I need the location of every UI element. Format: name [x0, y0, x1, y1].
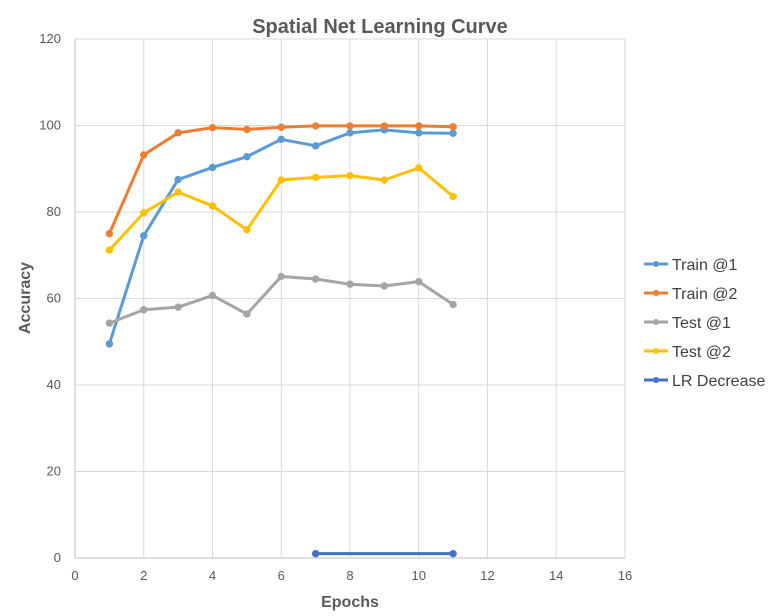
- x-tick-label: 0: [71, 568, 78, 583]
- data-point-train-1: [277, 135, 285, 144]
- data-point-train-1: [346, 129, 354, 137]
- x-tick-label: 16: [618, 568, 632, 583]
- legend-label: Test @1: [672, 315, 731, 332]
- legend-swatch-marker: [653, 261, 659, 267]
- data-point-lr-decrease: [311, 549, 320, 558]
- data-point-train-2: [277, 123, 285, 131]
- data-point-train-2: [105, 229, 114, 238]
- data-point-test-2: [243, 226, 251, 234]
- series-lr-decrease: [311, 549, 457, 558]
- legend: Train @1 Train @2 Test @1 Test @2 LR Decreas…: [644, 257, 765, 390]
- chart-title: Spatial Net Learning Curve: [252, 16, 508, 38]
- data-point-train-2: [243, 125, 251, 134]
- data-point-test-2: [208, 202, 217, 210]
- y-tick-label: 40: [47, 377, 61, 392]
- data-point-train-2: [415, 122, 423, 130]
- data-point-train-1: [311, 142, 320, 150]
- legend-swatch-marker: [653, 290, 659, 296]
- data-point-train-1: [140, 232, 148, 240]
- data-point-train-2: [140, 151, 148, 159]
- y-tick-label: 20: [47, 464, 61, 479]
- legend-swatch-marker: [653, 377, 659, 383]
- y-axis-title: Accuracy: [17, 262, 34, 334]
- data-point-test-1: [415, 277, 423, 286]
- data-point-train-1: [415, 129, 423, 137]
- x-tick-label: 8: [346, 568, 353, 583]
- legend-entry-train-2: Train @2: [644, 286, 738, 303]
- data-point-train-2: [346, 122, 354, 130]
- data-point-train-2: [311, 122, 320, 130]
- data-point-test-2: [380, 176, 389, 184]
- data-point-test-1: [346, 280, 354, 288]
- legend-label: LR Decrease: [672, 373, 765, 390]
- data-point-test-2: [140, 209, 148, 217]
- data-point-test-2: [174, 188, 182, 196]
- data-point-train-1: [105, 340, 114, 348]
- data-point-test-1: [311, 275, 320, 283]
- x-tick-label: 14: [549, 568, 563, 583]
- data-point-train-2: [174, 129, 182, 137]
- x-tick-label: 6: [278, 568, 285, 583]
- data-point-test-1: [105, 319, 114, 327]
- data-point-test-2: [449, 192, 457, 201]
- legend-entry-lr-decrease: LR Decrease: [644, 373, 765, 390]
- x-tick-label: 2: [140, 568, 147, 583]
- x-axis-title: Epochs: [321, 594, 379, 611]
- data-point-train-2: [380, 122, 389, 130]
- data-point-train-2: [449, 123, 457, 131]
- y-tick-label: 100: [39, 118, 61, 133]
- x-tick-label: 12: [480, 568, 494, 583]
- x-tick-label: 4: [209, 568, 216, 583]
- data-point-train-2: [208, 123, 217, 132]
- data-point-test-1: [380, 282, 389, 290]
- series-train-2: [105, 122, 457, 238]
- data-point-lr-decrease: [449, 549, 457, 558]
- data-point-test-1: [140, 306, 148, 314]
- data-point-test-2: [346, 171, 354, 180]
- data-point-train-1: [208, 163, 217, 172]
- x-tick-label: 10: [412, 568, 426, 583]
- data-point-test-1: [243, 310, 251, 318]
- legend-label: Test @2: [672, 344, 731, 361]
- legend-label: Train @1: [672, 257, 738, 274]
- data-point-train-1: [174, 175, 182, 184]
- data-point-train-1: [243, 152, 251, 161]
- legend-entry-test-2: Test @2: [644, 344, 731, 361]
- series-layer: [105, 122, 457, 558]
- data-point-test-2: [415, 164, 423, 172]
- y-tick-label: 80: [47, 204, 61, 219]
- data-point-test-1: [449, 300, 457, 309]
- series-test-1: [105, 272, 457, 327]
- data-point-test-1: [174, 303, 182, 311]
- data-point-test-2: [277, 176, 285, 184]
- data-point-test-2: [311, 173, 320, 182]
- data-point-test-2: [105, 246, 114, 254]
- legend-entry-test-1: Test @1: [644, 315, 731, 332]
- data-point-train-1: [449, 129, 457, 137]
- data-point-test-1: [208, 291, 217, 300]
- data-point-test-1: [277, 272, 285, 281]
- y-tick-label: 60: [47, 291, 61, 306]
- series-test-2: [105, 164, 457, 254]
- legend-entry-train-1: Train @1: [644, 257, 738, 274]
- legend-swatch-marker: [653, 348, 659, 354]
- y-tick-label: 120: [39, 31, 61, 46]
- legend-label: Train @2: [672, 286, 738, 303]
- axis-layer: 0 20 40 60 80 100 120 0 2 4 6 8 10 12 14 16: [39, 31, 632, 583]
- y-tick-label: 0: [54, 550, 61, 565]
- legend-swatch-marker: [653, 319, 659, 325]
